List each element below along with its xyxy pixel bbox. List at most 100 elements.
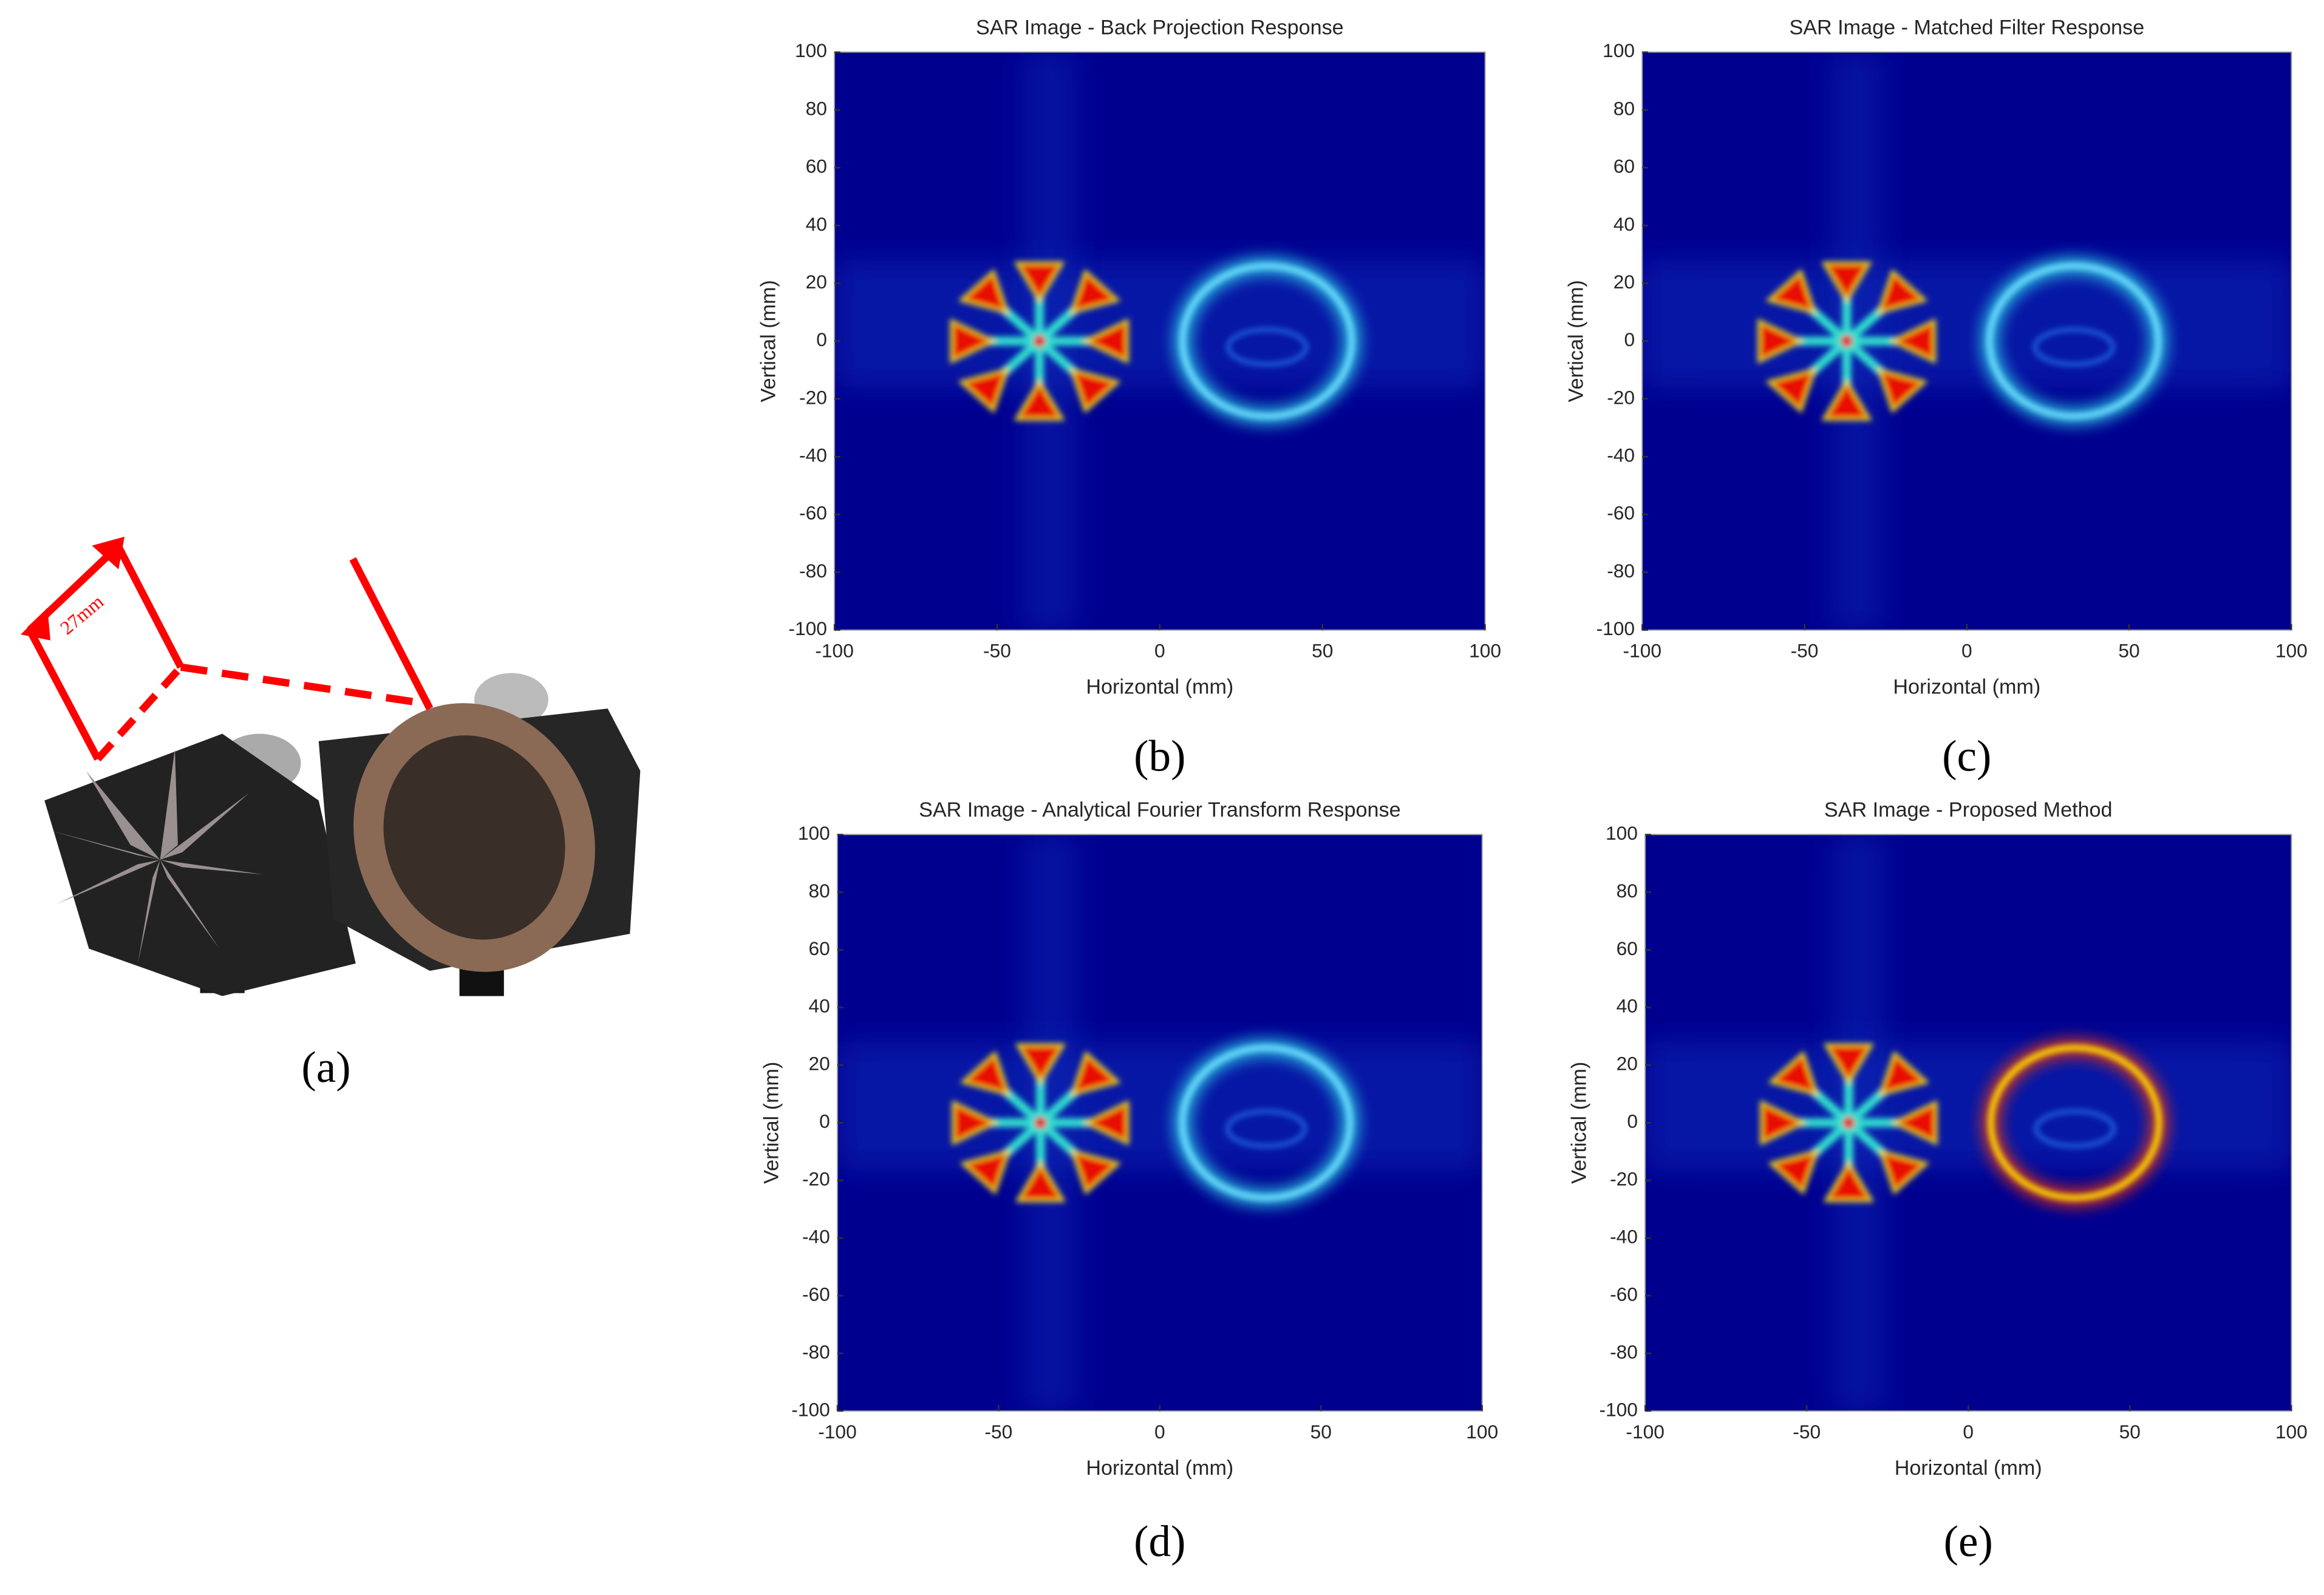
y-tick-label: -20: [799, 386, 827, 408]
y-tick-label: 0: [819, 1110, 830, 1132]
y-tick-label: -100: [1596, 617, 1635, 639]
blade: [1889, 318, 1936, 364]
image: [1642, 52, 2292, 630]
x-tick-label: -50: [1793, 1421, 1821, 1443]
hub: [1034, 1117, 1047, 1129]
ring: [1179, 1044, 1353, 1201]
y-tick-label: 80: [1617, 880, 1638, 902]
blade: [1082, 1100, 1130, 1146]
chart-title: SAR Image - Back Projection Response: [976, 16, 1344, 39]
chart-title: SAR Image - Proposed Method: [1824, 798, 2113, 821]
x-tick-label: 100: [1469, 640, 1501, 662]
y-tick-label: 0: [816, 328, 827, 350]
y-tick-label: -60: [1607, 502, 1635, 524]
y-tick-label: -40: [1607, 444, 1635, 466]
x-tick-label: -50: [1791, 640, 1819, 662]
y-tick-label: 20: [1617, 1053, 1638, 1075]
y-tick-label: 60: [806, 155, 827, 177]
x-tick-label: -100: [818, 1421, 856, 1443]
caption: (d): [1134, 1517, 1185, 1566]
chart-title: SAR Image - Matched Filter Response: [1789, 16, 2144, 39]
hub: [1841, 335, 1853, 347]
heatmap-panel: SAR Image - Matched Filter Response -100 -…: [1565, 16, 2308, 781]
image: [837, 834, 1482, 1411]
y-tick-label: -80: [1607, 560, 1635, 582]
blade: [1757, 318, 1805, 364]
blades: [1757, 261, 1936, 421]
y-tick-label: 80: [1614, 97, 1635, 119]
y-tick-label: -100: [1599, 1398, 1637, 1420]
band: [834, 260, 1485, 387]
band: [1645, 1042, 2292, 1169]
chart-title: SAR Image - Analytical Fourier Transform…: [919, 798, 1401, 821]
blades: [952, 1043, 1130, 1202]
blade: [1070, 1050, 1122, 1097]
x-tick-label: 50: [1312, 640, 1333, 662]
ring: [1986, 263, 2162, 420]
x-tick-label: 100: [1466, 1421, 1498, 1443]
y-tick-label: 100: [795, 39, 827, 61]
blade: [1876, 269, 1928, 315]
y-tick-label: 100: [1606, 822, 1638, 844]
y-tick-label: 40: [1617, 995, 1638, 1017]
y-tick-label: 40: [1614, 213, 1635, 235]
x-tick-label: 50: [2119, 1421, 2141, 1443]
x-axis-label: Horizontal (mm): [1086, 676, 1233, 699]
heatmap-panel: SAR Image - Proposed Method -100 -50 0 50 100…: [1568, 798, 2308, 1566]
y-tick-label: 20: [1614, 271, 1635, 293]
y-tick-label: 80: [809, 880, 830, 902]
blade: [1768, 1149, 1819, 1195]
y-tick-label: 80: [806, 97, 827, 119]
blade: [1014, 378, 1065, 421]
ring-inner: [1225, 1109, 1307, 1149]
blade: [1069, 269, 1121, 315]
x-tick-label: 0: [1963, 1421, 1974, 1443]
y-tick-label: -20: [1610, 1168, 1638, 1190]
blade: [959, 1050, 1011, 1097]
y-tick-label: 40: [806, 213, 827, 235]
band: [1642, 260, 2292, 387]
blade: [959, 1149, 1011, 1195]
photo: 27mm (a): [21, 536, 641, 1092]
y-tick-label: 40: [809, 995, 830, 1017]
x-tick-label: -100: [1626, 1421, 1664, 1443]
x-axis-label: Horizontal (mm): [1086, 1457, 1233, 1480]
blade: [1015, 1160, 1066, 1202]
y-tick-label: -40: [802, 1225, 830, 1247]
blade: [1760, 1100, 1807, 1146]
y-tick-label: -80: [1610, 1341, 1638, 1362]
band: [837, 1042, 1482, 1169]
y-tick-label: 0: [1627, 1110, 1638, 1132]
blade: [1014, 261, 1065, 304]
blade: [1821, 378, 1872, 421]
x-tick-label: 0: [1154, 640, 1165, 662]
y-tick-label: -20: [802, 1168, 830, 1190]
blades: [1760, 1043, 1938, 1202]
y-tick-label: -20: [1607, 386, 1635, 408]
heatmap-panel: SAR Image - Analytical Fourier Transform…: [760, 798, 1498, 1566]
blade: [1765, 367, 1817, 413]
y-tick-label: 20: [806, 271, 827, 293]
blade: [1069, 367, 1121, 413]
x-tick-label: -50: [984, 1421, 1012, 1443]
x-tick-label: 100: [2275, 640, 2308, 662]
y-tick-label: -100: [791, 1398, 830, 1420]
y-tick-label: -80: [802, 1341, 830, 1362]
blade: [1081, 318, 1129, 364]
y-tick-label: 60: [1617, 937, 1638, 959]
blade: [950, 318, 998, 364]
hub: [1033, 335, 1046, 347]
y-tick-label: 0: [1624, 328, 1635, 350]
x-tick-label: 100: [2275, 1421, 2308, 1443]
caption: (e): [1944, 1517, 1993, 1566]
blades: [950, 261, 1129, 421]
y-tick-label: 60: [1614, 155, 1635, 177]
y-axis-label: Vertical (mm): [1565, 280, 1588, 402]
y-axis-label: Vertical (mm): [757, 280, 780, 402]
blade: [1823, 1160, 1874, 1202]
hub: [1842, 1117, 1855, 1129]
y-tick-label: 20: [809, 1053, 830, 1075]
ring: [1179, 263, 1355, 420]
blade: [1878, 1050, 1930, 1097]
caption: (b): [1134, 732, 1185, 781]
